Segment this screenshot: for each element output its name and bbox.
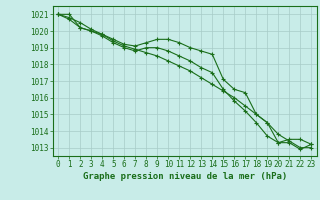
X-axis label: Graphe pression niveau de la mer (hPa): Graphe pression niveau de la mer (hPa) — [83, 172, 287, 181]
